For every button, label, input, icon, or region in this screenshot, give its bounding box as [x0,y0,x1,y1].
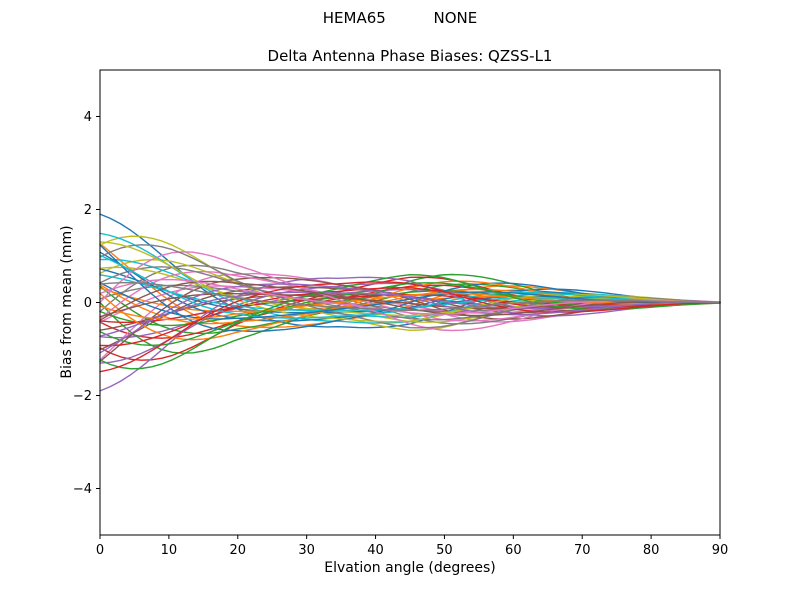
x-axis-ticks: 0 10 20 30 40 50 60 70 80 90 [96,535,728,558]
series-line [99,280,721,321]
series-line [99,291,721,337]
x-axis-label: Elvation angle (degrees) [324,560,496,576]
x-tick-label: 0 [96,543,104,558]
x-tick-label: 50 [436,543,453,558]
series-line [99,241,721,323]
x-tick-label: 60 [505,543,522,558]
y-tick-label: 4 [84,110,92,125]
y-tick-label: −2 [73,389,92,404]
y-tick-label: −4 [73,482,92,497]
x-tick-label: 20 [230,543,247,558]
series-line [99,276,721,392]
series-line [99,282,721,312]
x-tick-label: 40 [367,543,384,558]
x-tick-label: 90 [712,543,729,558]
x-tick-label: 70 [574,543,591,558]
figure-suptitle: HEMA65 NONE [322,9,478,27]
series-line [99,281,721,373]
x-tick-label: 30 [298,543,315,558]
y-tick-label: 0 [84,296,92,311]
x-tick-label: 80 [643,543,660,558]
plot-series [99,213,721,392]
x-tick-label: 10 [161,543,178,558]
axes-title: Delta Antenna Phase Biases: QZSS-L1 [267,47,553,65]
y-tick-label: 2 [84,203,92,218]
y-axis-ticks: −4 −2 0 2 4 [73,110,100,497]
series-line [99,283,721,354]
